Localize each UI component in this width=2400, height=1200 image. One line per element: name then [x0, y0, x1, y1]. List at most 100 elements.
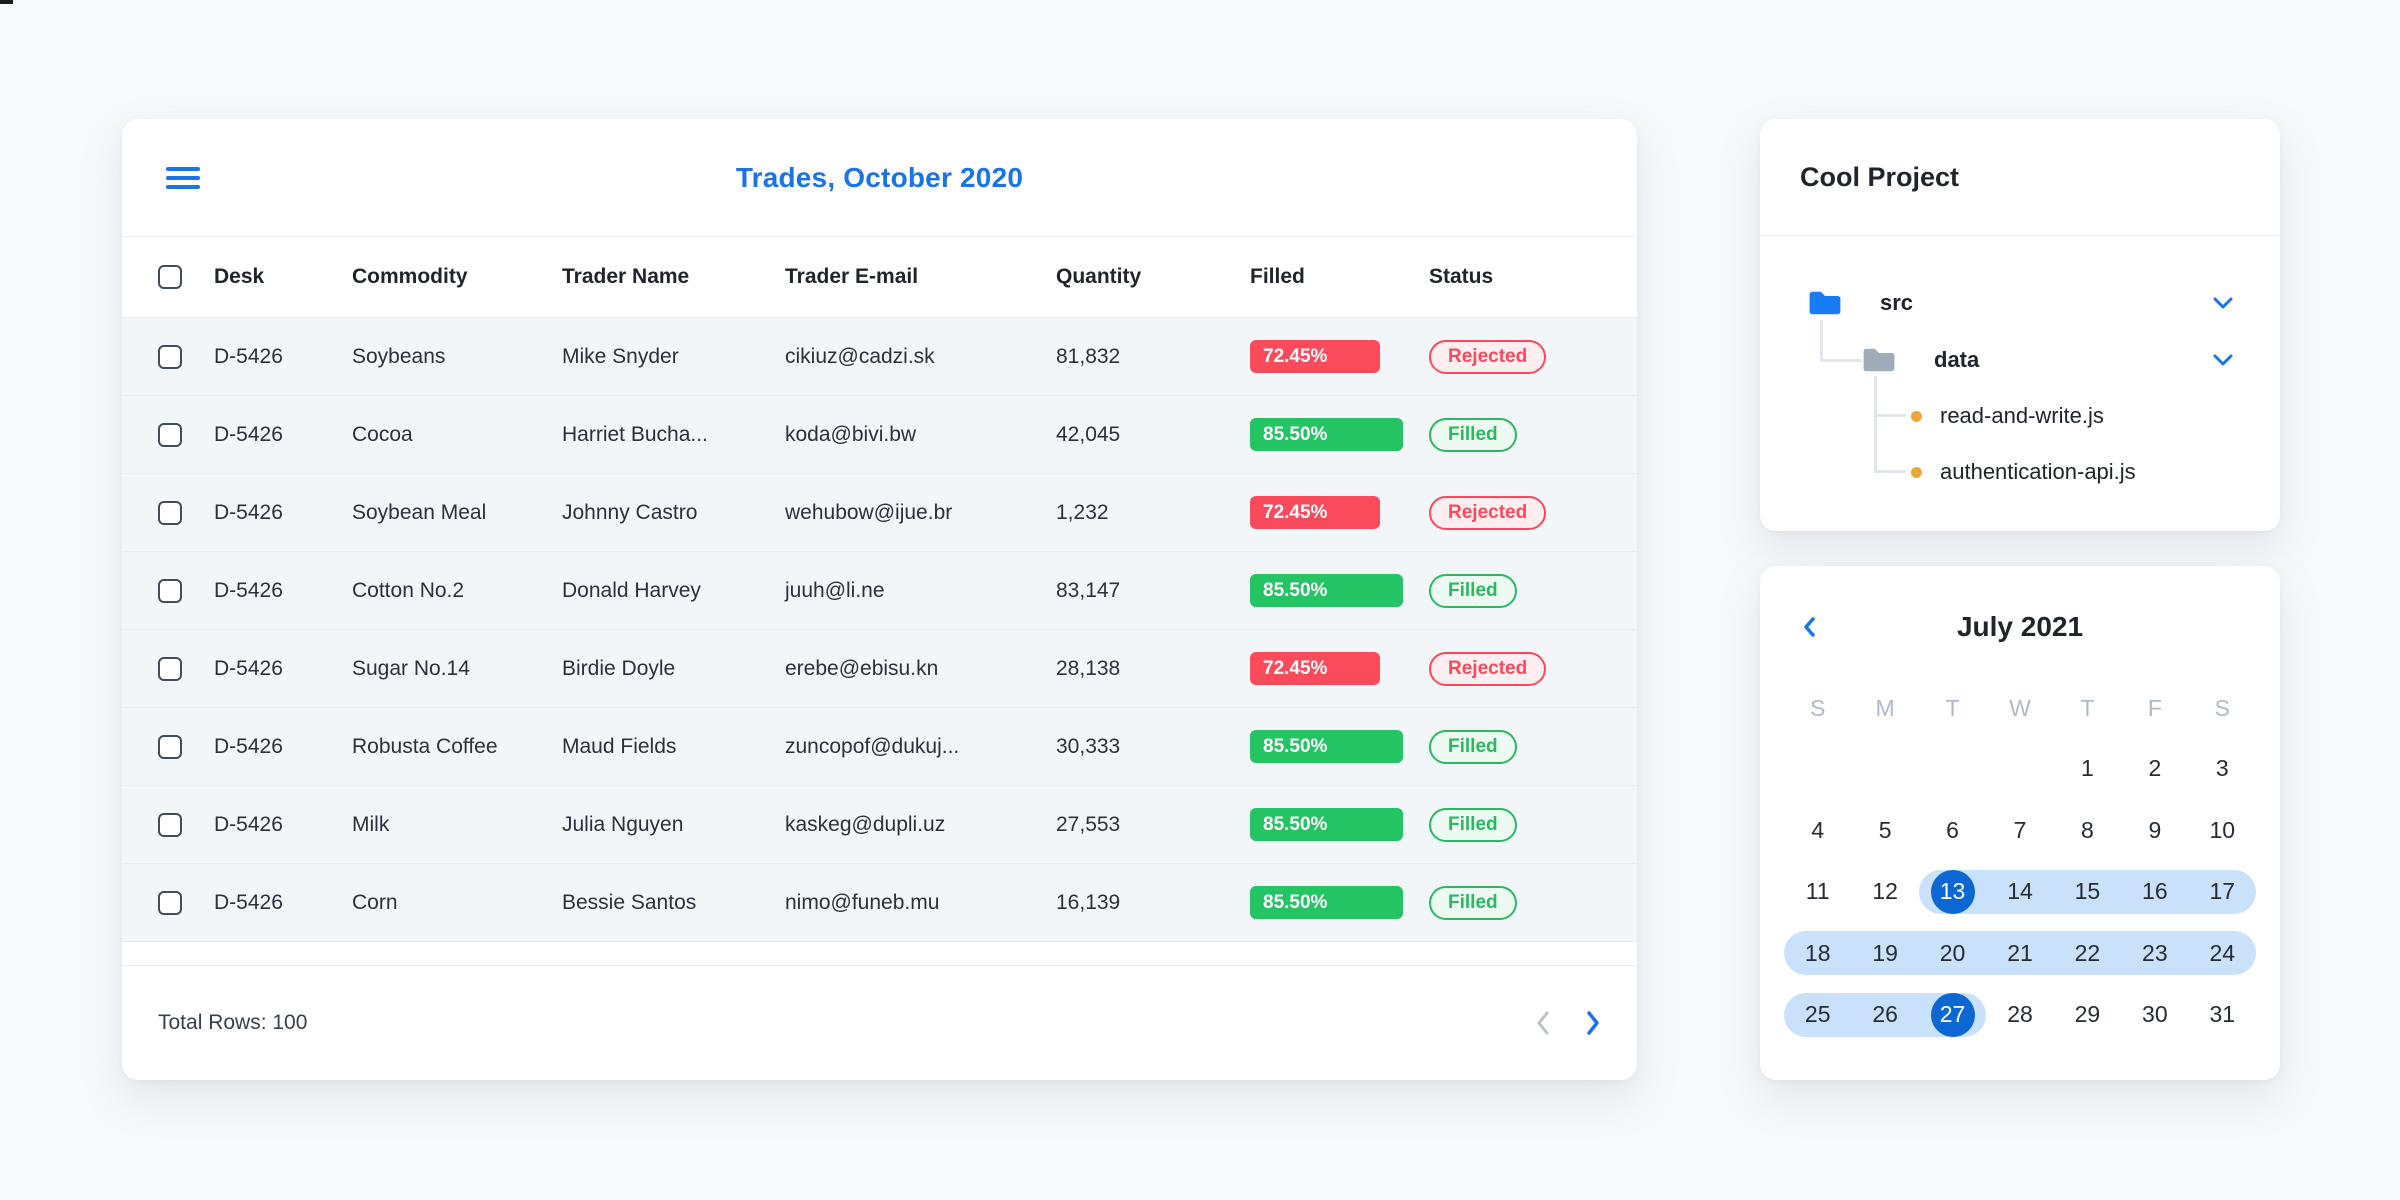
cell-trader-email: zuncopof@dukuj... [785, 734, 960, 758]
status-badge: Filled [1429, 573, 1517, 608]
project-card: Cool Project src data [1760, 119, 2280, 531]
table-footer: Total Rows: 100 [122, 965, 1637, 1079]
calendar-day[interactable]: 23 [2121, 923, 2189, 985]
status-badge: Filled [1429, 807, 1517, 842]
tree-item-data-folder[interactable]: data [1862, 340, 1979, 380]
column-header-filled: Filled [1250, 265, 1305, 288]
calendar-day[interactable]: 25 [1784, 984, 1852, 1046]
cell-trader-email: cikiuz@cadzi.sk [785, 344, 935, 368]
filled-progress-bar: 85.50% [1250, 808, 1429, 841]
calendar-day[interactable]: 3 [2215, 755, 2229, 782]
calendar-header: July 2021 [1760, 566, 2280, 652]
calendar-day[interactable]: 10 [2209, 816, 2236, 843]
weekday-header-row: S M T W T F S [1784, 686, 2256, 730]
row-checkbox[interactable] [158, 578, 182, 603]
filled-progress-bar: 85.50% [1250, 886, 1429, 919]
column-header-status: Status [1429, 265, 1494, 288]
weekday-label: T [1945, 694, 1960, 721]
calendar-day[interactable]: 9 [2148, 816, 2162, 843]
calendar-day[interactable]: 30 [2142, 1001, 2168, 1028]
cell-quantity: 16,139 [1056, 890, 1121, 914]
calendar-day[interactable]: 5 [1878, 816, 1892, 843]
tree-connector [1874, 470, 1906, 473]
row-checkbox[interactable] [158, 656, 182, 681]
project-card-header: Cool Project [1760, 119, 2280, 236]
calendar-day[interactable]: 14 [1986, 861, 2055, 923]
column-header-commodity: Commodity [352, 265, 468, 288]
calendar-day[interactable]: 17 [2188, 861, 2257, 923]
calendar-day-range-end[interactable]: 27 [1918, 984, 1987, 1046]
folder-icon [1862, 346, 1896, 374]
pagination [1535, 1010, 1601, 1036]
row-checkbox[interactable] [158, 422, 182, 447]
row-checkbox[interactable] [158, 344, 182, 369]
cell-commodity: Soybean Meal [352, 500, 487, 524]
cell-trader-name: Bessie Santos [562, 890, 697, 914]
cell-trader-email: kaskeg@dupli.uz [785, 812, 946, 836]
table-row: D-5426 Robusta Coffee Maud Fields zuncop… [122, 708, 1637, 786]
calendar-day[interactable]: 16 [2121, 861, 2189, 923]
filled-progress-bar: 72.45% [1250, 652, 1429, 685]
calendar-day[interactable]: 6 [1946, 816, 1959, 843]
calendar-day[interactable]: 15 [2053, 861, 2122, 923]
tree-connector [1874, 376, 1877, 473]
calendar-day[interactable]: 11 [1805, 878, 1830, 905]
tree-item-label: data [1934, 347, 1980, 372]
cell-desk: D-5426 [214, 500, 283, 524]
screenshot-corner-artifact [0, 0, 13, 4]
cell-quantity: 83,147 [1056, 578, 1121, 602]
filled-progress-bar: 85.50% [1250, 730, 1429, 763]
hamburger-menu-icon[interactable] [166, 162, 200, 194]
calendar-day-range-start[interactable]: 13 [1918, 861, 1987, 923]
cell-trader-email: erebe@ebisu.kn [785, 656, 939, 680]
calendar-day[interactable]: 18 [1784, 923, 1852, 985]
trades-title: Trades, October 2020 [735, 161, 1024, 193]
tree-item-authentication-api-file[interactable]: authentication-api.js [1911, 452, 2136, 492]
calendar-grid: 1 2 3 4 5 6 7 8 9 10 11 12 13 14 15 16 1… [1760, 738, 2280, 1046]
calendar-day[interactable]: 19 [1851, 923, 1920, 985]
previous-page-icon[interactable] [1535, 1010, 1551, 1036]
calendar-day[interactable]: 4 [1811, 816, 1825, 843]
cell-desk: D-5426 [214, 344, 283, 368]
row-checkbox[interactable] [158, 734, 182, 759]
weekday-label: W [2009, 694, 2031, 721]
next-page-icon[interactable] [1585, 1010, 1601, 1036]
calendar-day[interactable]: 24 [2188, 923, 2257, 985]
calendar-day[interactable]: 2 [2148, 755, 2162, 782]
calendar-day[interactable]: 26 [1851, 984, 1920, 1046]
table-row: D-5426 Soybean Meal Johnny Castro wehubo… [122, 474, 1637, 552]
table-row: D-5426 Soybeans Mike Snyder cikiuz@cadzi… [122, 318, 1637, 396]
trades-card: Trades, October 2020 Desk Commodity Trad… [122, 119, 1637, 1080]
cell-trader-name: Julia Nguyen [562, 812, 684, 836]
row-checkbox[interactable] [158, 500, 182, 525]
weekday-label: M [1875, 694, 1895, 721]
file-dot-icon [1911, 410, 1922, 422]
calendar-day[interactable]: 31 [2209, 1001, 2236, 1028]
calendar-day[interactable]: 7 [2013, 816, 2027, 843]
table-row: D-5426 Milk Julia Nguyen kaskeg@dupli.uz… [122, 786, 1637, 864]
calendar-month-title: July 2021 [1956, 611, 2084, 642]
chevron-down-icon[interactable] [2212, 353, 2234, 367]
weekday-label: S [2214, 694, 2230, 721]
calendar-day[interactable]: 8 [2081, 816, 2094, 843]
select-all-checkbox[interactable] [158, 265, 182, 289]
calendar-day[interactable]: 29 [2074, 1001, 2101, 1028]
cell-commodity: Soybeans [352, 344, 446, 368]
tree-item-read-and-write-file[interactable]: read-and-write.js [1911, 396, 2104, 436]
calendar-day[interactable]: 28 [2007, 1001, 2033, 1028]
previous-month-icon[interactable] [1802, 616, 1816, 638]
calendar-day[interactable]: 1 [2081, 755, 2094, 782]
total-rows-label: Total Rows: 100 [158, 1010, 308, 1034]
calendar-day[interactable]: 22 [2053, 923, 2122, 985]
chevron-down-icon[interactable] [2212, 296, 2234, 310]
tree-connector [1820, 320, 1823, 362]
calendar-day[interactable]: 21 [1986, 923, 2055, 985]
cell-desk: D-5426 [214, 812, 283, 836]
row-checkbox[interactable] [158, 890, 182, 915]
calendar-day[interactable]: 20 [1918, 923, 1987, 985]
row-checkbox[interactable] [158, 812, 182, 837]
cell-trader-email: nimo@funeb.mu [785, 890, 940, 914]
cell-commodity: Milk [352, 812, 390, 836]
tree-item-src-folder[interactable]: src [1808, 283, 1913, 323]
calendar-day[interactable]: 12 [1872, 878, 1898, 905]
